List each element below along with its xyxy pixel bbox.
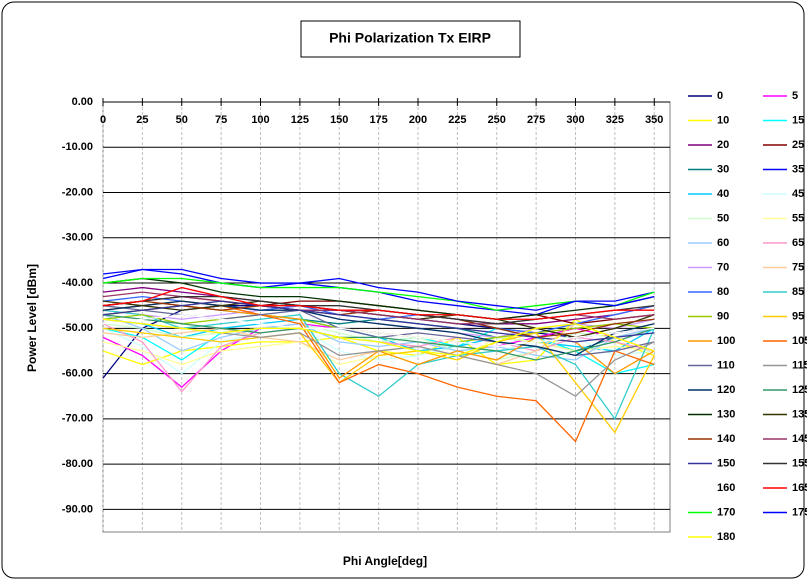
legend-label: 180	[717, 531, 735, 543]
legend-label: 65	[792, 237, 804, 249]
y-tick-label: 0.00	[72, 96, 93, 108]
plot-area	[102, 101, 671, 533]
series-line	[102, 318, 655, 357]
x-tick-label: 300	[566, 114, 584, 126]
x-tick-label: 325	[606, 114, 624, 126]
legend-label: 90	[717, 310, 729, 322]
legend-label: 160	[717, 482, 735, 494]
y-tick-label: -60.00	[62, 367, 93, 379]
y-tick-label: -40.00	[62, 277, 93, 289]
series-line	[102, 314, 655, 348]
x-tick-label: 75	[215, 114, 227, 126]
legend-label: 45	[792, 188, 804, 200]
legend-label: 105	[792, 335, 807, 347]
x-axis-label: Phi Angle[deg]	[343, 554, 427, 568]
y-tick-label: -30.00	[62, 232, 93, 244]
series-line	[102, 314, 655, 361]
legend-label: 0	[717, 90, 723, 102]
legend-label: 50	[717, 212, 729, 224]
x-tick-label: 200	[409, 114, 427, 126]
legend-label: 20	[717, 139, 729, 151]
legend-label: 130	[717, 408, 735, 420]
legend-label: 150	[717, 457, 735, 469]
x-tick-label: 25	[136, 114, 148, 126]
legend-label: 35	[792, 163, 804, 175]
y-tick-label: -10.00	[62, 141, 93, 153]
chart-title: Phi Polarization Tx EIRP	[329, 30, 491, 46]
series-line	[102, 268, 655, 311]
series-line	[102, 309, 655, 421]
x-tick-label: 225	[448, 114, 466, 126]
x-tick-label: 50	[176, 114, 188, 126]
y-tick-label: -80.00	[62, 458, 93, 470]
x-tick-label: 350	[645, 114, 663, 126]
legend-label: 85	[792, 286, 804, 298]
legend-label: 145	[792, 433, 807, 445]
y-axis-label: Power Level [dBm]	[25, 264, 39, 372]
legend-label: 60	[717, 237, 729, 249]
legend-label: 75	[792, 261, 804, 273]
series-line	[102, 286, 655, 320]
legend-label: 95	[792, 310, 804, 322]
legend-label: 170	[717, 506, 735, 518]
y-tick-label: -20.00	[62, 186, 93, 198]
x-tick-label: 175	[369, 114, 387, 126]
legend-label: 10	[717, 114, 729, 126]
legend-label: 25	[792, 139, 804, 151]
legend-label: 165	[792, 482, 807, 494]
legend-label: 110	[717, 359, 735, 371]
x-tick-label: 100	[251, 114, 269, 126]
legend-label: 80	[717, 286, 729, 298]
x-tick-label: 250	[488, 114, 506, 126]
x-tick-label: 0	[100, 114, 106, 126]
legend-label: 5	[792, 90, 798, 102]
legend-label: 115	[792, 359, 807, 371]
series-line	[102, 277, 655, 311]
legend-label: 155	[792, 457, 807, 469]
legend-label: 120	[717, 384, 735, 396]
legend-label: 70	[717, 261, 729, 273]
y-tick-label: -70.00	[62, 413, 93, 425]
legend-label: 30	[717, 163, 729, 175]
legend-label: 175	[792, 506, 807, 518]
legend-label: 125	[792, 384, 807, 396]
series-line	[102, 327, 655, 434]
legend-label: 40	[717, 188, 729, 200]
x-tick-label: 125	[291, 114, 309, 126]
y-tick-label: -90.00	[62, 503, 93, 515]
x-tick-label: 150	[330, 114, 348, 126]
legend-label: 15	[792, 114, 804, 126]
legend-label: 55	[792, 212, 804, 224]
y-tick-label: -50.00	[62, 322, 93, 334]
legend-label: 100	[717, 335, 735, 347]
title-box	[300, 20, 521, 58]
series-line	[102, 300, 655, 357]
legend-label: 140	[717, 433, 735, 445]
series-line	[102, 277, 655, 320]
legend-label: 135	[792, 408, 807, 420]
series-line	[102, 300, 655, 343]
x-tick-label: 275	[527, 114, 545, 126]
